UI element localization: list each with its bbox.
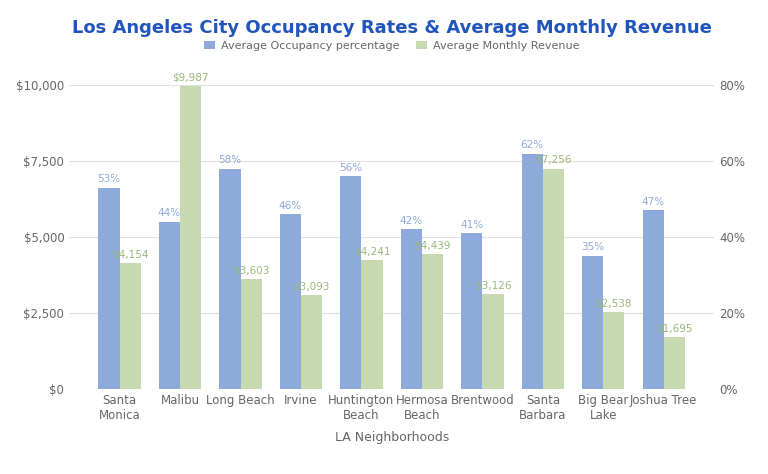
Bar — [462, 233, 482, 389]
Text: $7,256: $7,256 — [535, 155, 571, 165]
Title: Los Angeles City Occupancy Rates & Average Monthly Revenue: Los Angeles City Occupancy Rates & Avera… — [71, 18, 712, 36]
Bar — [582, 256, 604, 389]
Text: 56%: 56% — [339, 163, 362, 173]
Text: $3,126: $3,126 — [475, 280, 511, 290]
Text: 35%: 35% — [581, 242, 604, 252]
Text: $9,987: $9,987 — [172, 72, 209, 82]
Bar — [120, 263, 141, 389]
Bar — [98, 188, 120, 389]
Text: 44%: 44% — [158, 208, 181, 218]
Bar — [159, 222, 180, 389]
Text: $4,439: $4,439 — [414, 240, 451, 250]
Text: 58%: 58% — [218, 155, 241, 165]
Bar — [643, 210, 664, 389]
Bar — [521, 154, 543, 389]
Bar — [664, 337, 685, 389]
Text: 62%: 62% — [521, 140, 544, 150]
Text: 46%: 46% — [279, 201, 302, 210]
Bar — [362, 260, 382, 389]
Bar — [220, 169, 240, 389]
Bar — [604, 312, 624, 389]
Bar — [422, 254, 443, 389]
Text: $3,603: $3,603 — [233, 266, 270, 276]
Bar — [543, 169, 564, 389]
Bar — [280, 214, 301, 389]
Text: $4,241: $4,241 — [354, 246, 390, 256]
Bar — [482, 294, 504, 389]
Bar — [240, 279, 262, 389]
Text: 42%: 42% — [400, 216, 423, 226]
Legend: Average Occupancy percentage, Average Monthly Revenue: Average Occupancy percentage, Average Mo… — [200, 36, 584, 55]
Bar — [340, 176, 362, 389]
Bar — [180, 86, 201, 389]
Text: 41%: 41% — [460, 219, 483, 229]
Text: $1,695: $1,695 — [656, 324, 693, 334]
X-axis label: LA Neighborhoods: LA Neighborhoods — [335, 430, 449, 444]
Text: $2,538: $2,538 — [596, 298, 632, 308]
Bar — [401, 229, 422, 389]
Text: $3,093: $3,093 — [293, 281, 329, 291]
Text: 47%: 47% — [641, 197, 665, 207]
Text: 53%: 53% — [98, 174, 121, 184]
Text: $4,154: $4,154 — [112, 249, 148, 259]
Bar — [301, 295, 322, 389]
